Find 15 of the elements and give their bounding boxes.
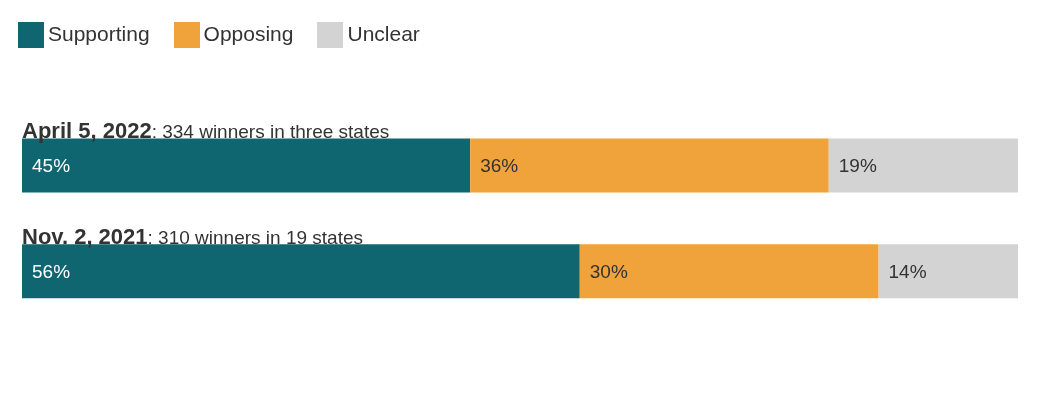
data-label: 19% (838, 155, 877, 177)
bar (878, 244, 1018, 299)
legend-label: Unclear (347, 22, 420, 45)
legend-label: Opposing (203, 22, 294, 45)
data-label: 56% (32, 261, 71, 283)
data-label: 45% (32, 155, 71, 177)
bar (579, 244, 879, 299)
bar (470, 138, 829, 193)
y-tick-label: April 5, 2022: 334 winners in three states (22, 118, 390, 144)
bar (828, 138, 1018, 193)
data-label: 30% (589, 261, 628, 283)
data-label: 36% (480, 155, 519, 177)
data-label: 14% (888, 261, 927, 283)
y-tick-label: Nov. 2, 2021: 310 winners in 19 states (22, 224, 364, 250)
legend-label: Supporting (48, 22, 150, 45)
